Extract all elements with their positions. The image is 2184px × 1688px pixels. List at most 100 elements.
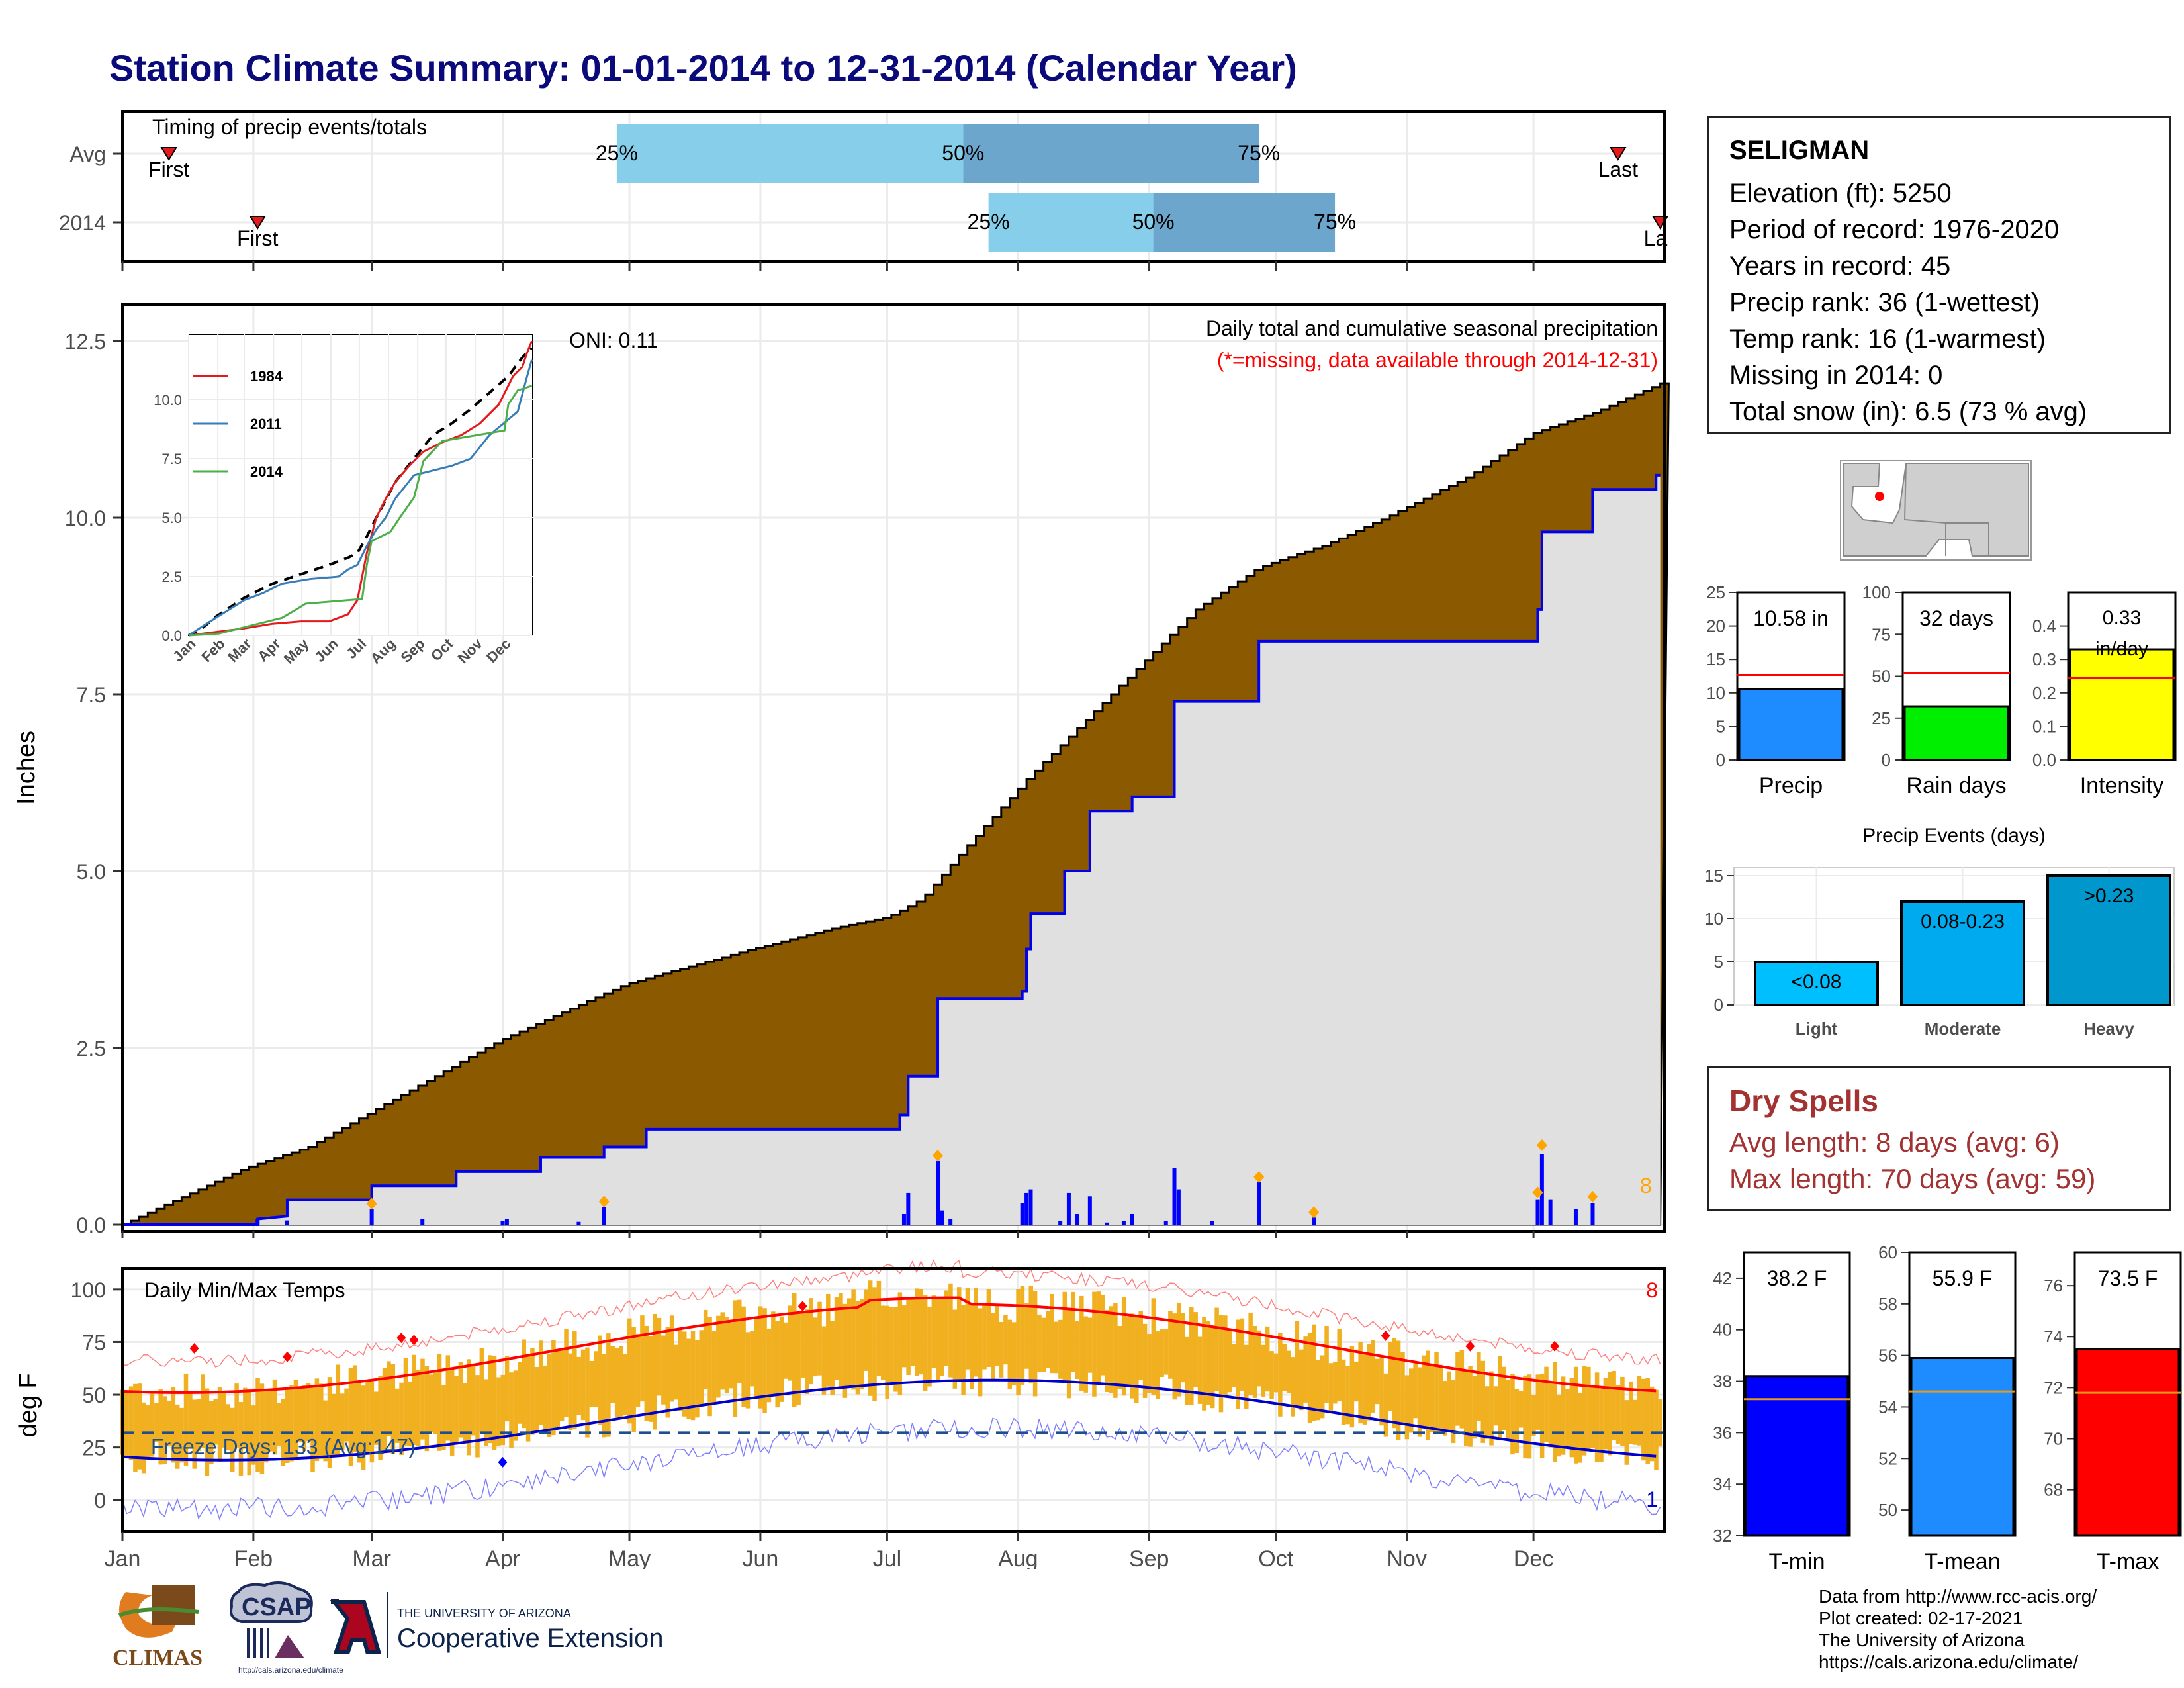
inset-ytick-label: 0.0 [161, 628, 182, 644]
daily-temp-bar [1586, 1366, 1591, 1451]
daily-temp-bar [644, 1325, 649, 1421]
events-category-label: Heavy [2083, 1019, 2134, 1039]
daily-temp-bar [1379, 1357, 1384, 1426]
daily-temp-bar [424, 1366, 430, 1452]
daily-temp-bar [1227, 1329, 1232, 1393]
locator-map [1840, 460, 2032, 561]
daily-temp-bar [1062, 1291, 1068, 1383]
daily-temp-bar [504, 1356, 510, 1422]
daily-temp-bar [1181, 1313, 1185, 1383]
panel-ytick-label: 10 [1706, 683, 1725, 703]
daily-temp-bar [1100, 1294, 1105, 1376]
daily-temp-bar [661, 1335, 666, 1405]
daily-temp-bar [154, 1403, 159, 1442]
daily-temp-bar [1408, 1368, 1414, 1433]
daily-temp-bar [745, 1332, 751, 1409]
daily-precip-bar [1535, 1199, 1540, 1225]
daily-temp-bar [357, 1380, 361, 1463]
daily-precip-bar [940, 1210, 944, 1225]
daily-temp-bar [285, 1389, 290, 1463]
daily-temp-bar [530, 1348, 535, 1435]
daily-temp-bar [855, 1301, 860, 1395]
daily-temp-bar [952, 1309, 958, 1389]
temp-ytick-label: 25 [82, 1436, 106, 1460]
daily-temp-bar [1561, 1376, 1566, 1455]
daily-temp-bar [1303, 1336, 1308, 1403]
inset-legend-label: 2011 [250, 416, 282, 432]
panel-value-bar [2075, 1348, 2180, 1537]
daily-precip-bar [504, 1219, 509, 1225]
daily-temp-bar [518, 1362, 522, 1424]
daily-temp-bar [784, 1322, 788, 1379]
daily-temp-bar [1362, 1351, 1367, 1425]
daily-temp-bar [403, 1357, 408, 1446]
dry-spells-avg: Avg length: 8 days (avg: 6) [1729, 1127, 2060, 1158]
daily-temp-bar [471, 1365, 476, 1436]
daily-temp-bar [1658, 1399, 1663, 1447]
daily-temp-bar [201, 1374, 205, 1448]
ua-logo: THE UNIVERSITY OF ARIZONA Cooperative Ex… [330, 1592, 663, 1658]
daily-temp-bar [1506, 1379, 1511, 1439]
daily-temp-bar [809, 1298, 814, 1385]
daily-temp-bar [834, 1297, 839, 1380]
panel-ytick-label: 0.0 [2032, 750, 2056, 770]
daily-precip-bar [1539, 1154, 1544, 1225]
daily-temp-bar [1367, 1344, 1371, 1421]
daily-temp-bar [927, 1306, 932, 1387]
daily-temp-bar [1273, 1353, 1279, 1393]
daily-temp-bar [1502, 1366, 1506, 1430]
daily-temp-bar [720, 1312, 725, 1390]
daily-temp-bar [961, 1305, 966, 1395]
daily-temp-bar [1392, 1338, 1396, 1429]
panel-ytick-label: 36 [1713, 1423, 1732, 1442]
daily-temp-bar [901, 1305, 907, 1368]
daily-temp-bar [864, 1289, 869, 1371]
daily-temp-bar [1214, 1307, 1219, 1391]
record-high-count: 8 [1646, 1278, 1658, 1302]
daily-temp-bar [1539, 1374, 1545, 1458]
daily-precip-bar [369, 1209, 374, 1225]
daily-temp-bar [302, 1385, 306, 1452]
daily-temp-bar [475, 1375, 480, 1458]
station-info-line: Precip rank: 36 (1-wettest) [1729, 288, 2040, 317]
panel-ytick-label: 34 [1713, 1474, 1732, 1494]
daily-temp-bar [467, 1359, 471, 1456]
inset-legend-label: 1984 [250, 368, 283, 385]
daily-temp-bar [813, 1317, 818, 1376]
timing-bar-25-50 [616, 124, 964, 183]
daily-temp-bar [1422, 1355, 1426, 1427]
credits: Data from http://www.rcc-acis.org/ Plot … [1819, 1585, 2097, 1673]
daily-temp-bar [876, 1280, 882, 1376]
dry-spells-box: Dry Spells Avg length: 8 days (avg: 6) M… [1707, 1066, 2171, 1211]
credit-line: https://cals.arizona.edu/climate/ [1819, 1652, 2079, 1672]
daily-temp-bar [1612, 1370, 1616, 1440]
daily-temp-bar [1265, 1326, 1270, 1392]
panel-ytick-label: 56 [1878, 1346, 1897, 1366]
daily-temp-bar [991, 1313, 995, 1380]
daily-temp-bar [412, 1354, 416, 1445]
month-label: Oct [1258, 1546, 1293, 1569]
daily-temp-bar [458, 1362, 463, 1438]
daily-temp-bar [1240, 1318, 1245, 1391]
daily-precip-bar [936, 1160, 940, 1225]
record-high-marker [282, 1351, 292, 1362]
cumulative-2014-area [122, 475, 1661, 1225]
station-info-line: Elevation (ft): 5250 [1729, 179, 1952, 208]
panel-ytick-label: 0.2 [2032, 683, 2056, 703]
daily-temp-bar [842, 1303, 848, 1398]
daily-temp-bar [183, 1373, 189, 1466]
daily-temp-bar [889, 1307, 894, 1382]
daily-temp-bar [653, 1313, 657, 1430]
daily-temp-bar [445, 1355, 451, 1441]
panel-value-unit: in/day [2095, 638, 2148, 660]
daily-temp-bar [1160, 1329, 1164, 1378]
panel-ytick-label: 25 [1706, 583, 1725, 602]
daily-temp-bar [686, 1338, 691, 1419]
inset-ytick-label: 10.0 [154, 392, 182, 408]
daily-temp-bar [1443, 1381, 1447, 1436]
daily-temp-bar [893, 1307, 898, 1392]
daily-temp-bar [1557, 1394, 1561, 1457]
daily-temp-bar [602, 1354, 607, 1438]
daily-temp-bar [188, 1393, 193, 1448]
